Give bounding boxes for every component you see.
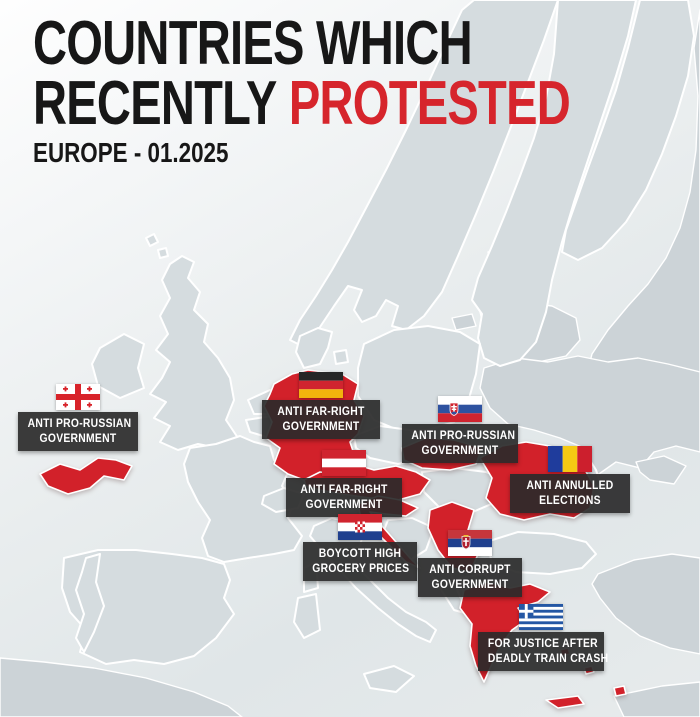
- page-title-line2: RECENTLY PROTESTED: [33, 73, 571, 135]
- country-croatia-shape: [357, 495, 421, 569]
- callout-georgia: ANTI PRO-RUSSIAN GOVERNMENT: [18, 384, 138, 451]
- country-denmark-island-shape: [333, 349, 349, 365]
- callout-romania: ANTI ANNULLED ELECTIONS: [510, 446, 630, 513]
- callout-text-line1: ANTI PRO-RUSSIAN: [411, 430, 516, 442]
- country-turkey-shape: [591, 553, 700, 655]
- callout-text-line1: ANTI PRO-RUSSIAN: [27, 418, 132, 430]
- callout-text-line2: GOVERNMENT: [39, 432, 117, 445]
- callout-box-serbia: ANTI CORRUPT GOVERNMENT: [418, 558, 522, 597]
- page-title-line1: COUNTRIES WHICH: [33, 9, 473, 78]
- callout-germany: ANTI FAR-RIGHT GOVERNMENT: [262, 372, 380, 439]
- callout-austria: ANTI FAR-RIGHT GOVERNMENT: [286, 450, 402, 517]
- callout-greece: FOR JUSTICE AFTER DEADLY TRAIN CRASH: [478, 604, 609, 671]
- north-africa-left-shape: [0, 657, 243, 717]
- title-protested: PROTESTED: [288, 69, 571, 138]
- callout-text-line1: ANTI FAR-RIGHT: [277, 406, 365, 418]
- north-africa-right-shape: [613, 681, 700, 717]
- callout-text-line1: ANTI CORRUPT: [429, 564, 511, 576]
- callout-box-georgia: ANTI PRO-RUSSIAN GOVERNMENT: [18, 412, 138, 451]
- greece-flag-icon: [519, 604, 563, 630]
- callout-serbia: ANTI CORRUPT GOVERNMENT: [418, 530, 522, 597]
- base-countries-group: [61, 0, 695, 693]
- sardinia-shape: [293, 593, 321, 639]
- callout-text-line2: GOVERNMENT: [305, 498, 383, 511]
- country-uk-shape: [149, 255, 239, 451]
- country-ireland-shape: [91, 333, 145, 399]
- country-denmark-shape: [295, 327, 333, 369]
- callout-box-croatia: BOYCOTT HIGH GROCERY PRICES: [303, 542, 417, 581]
- callout-text-line1: BOYCOTT HIGH: [318, 548, 402, 560]
- callout-text-line1: ANTI ANNULLED: [526, 480, 614, 492]
- callout-text-line2: GOVERNMENT: [431, 578, 509, 591]
- crete-shape: [545, 695, 585, 709]
- croatia-flag-icon: [338, 514, 382, 540]
- country-france-shape: [183, 435, 303, 563]
- callout-text-line1: FOR JUSTICE AFTER: [487, 638, 598, 650]
- serbia-flag-icon: [448, 530, 492, 556]
- callout-box-austria: ANTI FAR-RIGHT GOVERNMENT: [286, 478, 402, 517]
- georgia-flag-icon: [56, 384, 100, 410]
- callout-text-line2: ELECTIONS: [539, 494, 601, 507]
- sicily-shape: [363, 665, 415, 693]
- germany-flag-icon: [299, 372, 343, 398]
- callout-box-slovakia: ANTI PRO-RUSSIAN GOVERNMENT: [402, 424, 518, 463]
- callout-text-line2: GOVERNMENT: [282, 420, 360, 433]
- slovakia-flag-icon: [438, 396, 482, 422]
- shetland-islands-shape: [145, 233, 159, 247]
- callout-slovakia: ANTI PRO-RUSSIAN GOVERNMENT: [402, 396, 518, 463]
- callout-box-greece: FOR JUSTICE AFTER DEADLY TRAIN CRASH: [478, 632, 609, 671]
- callout-text-line2: GOVERNMENT: [421, 444, 499, 457]
- country-sweden-shape: [471, 0, 637, 367]
- callout-text-line2: DEADLY TRAIN CRASH: [487, 652, 609, 665]
- romania-flag-icon: [548, 446, 592, 472]
- country-finland-shape: [561, 0, 695, 261]
- austria-flag-icon: [322, 450, 366, 476]
- callout-croatia: BOYCOTT HIGH GROCERY PRICES: [303, 514, 417, 581]
- country-kaliningrad-shape: [451, 313, 477, 331]
- country-georgia-shape: [39, 457, 133, 495]
- rhodes-shape: [613, 685, 627, 697]
- callout-text-line2: GROCERY PRICES: [312, 562, 410, 575]
- callout-text-line1: ANTI FAR-RIGHT: [300, 484, 388, 496]
- callout-box-germany: ANTI FAR-RIGHT GOVERNMENT: [262, 400, 380, 439]
- header: COUNTRIES WHICH RECENTLY PROTESTED EUROP…: [33, 9, 700, 168]
- page-subtitle: EUROPE - 01.2025: [33, 137, 229, 168]
- country-norway-shape: [289, 0, 559, 347]
- country-crimea-shape: [635, 455, 687, 485]
- country-portugal-shape: [75, 553, 105, 653]
- title-recently: RECENTLY: [33, 69, 277, 138]
- orkney-islands-shape: [157, 247, 169, 259]
- callout-box-romania: ANTI ANNULLED ELECTIONS: [510, 474, 630, 513]
